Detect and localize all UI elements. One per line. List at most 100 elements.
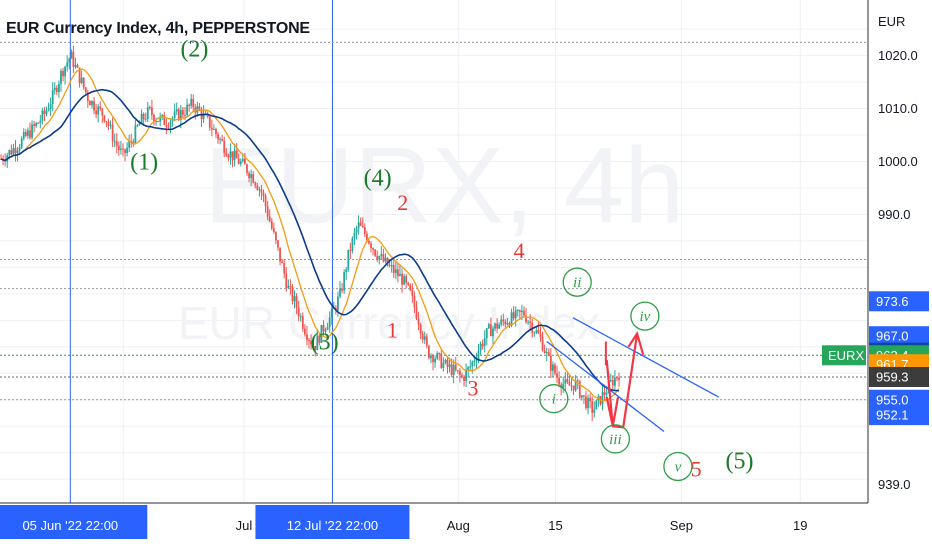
candle-body (148, 107, 151, 109)
candle-body (184, 114, 186, 116)
candle-body (182, 109, 184, 115)
watermark-subtext: EUR Currency Index (178, 297, 600, 349)
candle-body (492, 328, 494, 337)
candle (281, 258, 284, 264)
candle-body (8, 150, 11, 156)
candle (578, 379, 581, 399)
candle-body (122, 148, 124, 150)
candle-body (405, 276, 408, 283)
candle-body (537, 330, 540, 334)
candle-body (175, 109, 178, 112)
candle-body (64, 66, 67, 77)
candle (231, 151, 234, 168)
candle (413, 291, 416, 313)
candle (556, 365, 558, 383)
candle-body (421, 333, 424, 340)
candle-body (60, 70, 62, 84)
candle (47, 102, 50, 112)
candle (272, 222, 275, 234)
candle-body (450, 364, 453, 375)
candle (587, 394, 589, 415)
candle-body (109, 124, 112, 126)
candle (467, 365, 470, 378)
candle-body (570, 385, 573, 387)
candle-body (564, 379, 567, 384)
candle (320, 324, 323, 344)
candle-body (43, 110, 46, 115)
candle (151, 99, 153, 120)
candle-body (529, 321, 532, 323)
candle (502, 313, 505, 326)
time-badge (255, 505, 410, 539)
candle-body (568, 382, 571, 386)
candle (326, 322, 329, 331)
candle-body (324, 329, 327, 332)
candle-body (516, 310, 519, 312)
wave-label-minor: 2 (397, 190, 408, 215)
candle-body (51, 90, 54, 105)
candle-body (587, 397, 589, 409)
candle (564, 371, 567, 392)
candle (539, 326, 542, 342)
candle-body (279, 247, 281, 262)
candle (74, 57, 77, 69)
candle (380, 246, 383, 260)
candle-body (66, 62, 69, 67)
candle (111, 117, 114, 147)
candle-body (467, 367, 470, 371)
candle (192, 94, 195, 113)
candle-body (126, 147, 129, 154)
candle (223, 136, 226, 157)
candle (66, 55, 69, 72)
candle (427, 344, 430, 360)
candle (39, 114, 42, 129)
candle (552, 361, 554, 378)
candle (442, 357, 445, 372)
candle-body (337, 296, 339, 311)
wave-channel[interactable] (546, 317, 720, 433)
candle (436, 351, 439, 360)
candle-body (349, 249, 352, 251)
candle (541, 331, 544, 352)
candle (440, 350, 443, 369)
wave-label-circle (630, 301, 660, 331)
candle-body (235, 150, 238, 159)
arrow-head-down (605, 396, 620, 427)
candle (392, 259, 395, 278)
candle-body (310, 340, 312, 345)
candle (430, 353, 432, 364)
candle-body (583, 395, 585, 397)
candle-body (227, 156, 230, 158)
candle-body (142, 113, 145, 120)
candle-body (45, 110, 48, 115)
candle (306, 326, 308, 346)
wave-label-major: (4) (364, 165, 392, 191)
candle-body (252, 174, 255, 183)
channel-line (572, 317, 720, 398)
candle-body (35, 122, 38, 126)
candle (341, 282, 343, 294)
candle (12, 143, 15, 156)
candle-body (221, 138, 224, 141)
price-tick-label: 1020.0 (878, 48, 918, 63)
candle-body (58, 83, 60, 93)
wave-label-major: (3) (311, 329, 339, 355)
candle (558, 371, 561, 388)
candle-body (179, 109, 182, 120)
candle (215, 127, 217, 139)
candle (611, 375, 614, 391)
candle-body (390, 265, 393, 267)
candle-body (262, 192, 265, 196)
candle (322, 320, 325, 337)
price-axis[interactable]: EUR 1020.0 1010.0 1000.0 990.0 939.0 973.6 967.… (822, 0, 932, 550)
candle (190, 93, 193, 109)
candle (363, 223, 366, 238)
projection-arrows[interactable] (604, 330, 645, 429)
moving-averages (0, 68, 620, 402)
candle (134, 119, 137, 145)
candle (163, 111, 166, 126)
wave-label-circle (600, 424, 631, 454)
